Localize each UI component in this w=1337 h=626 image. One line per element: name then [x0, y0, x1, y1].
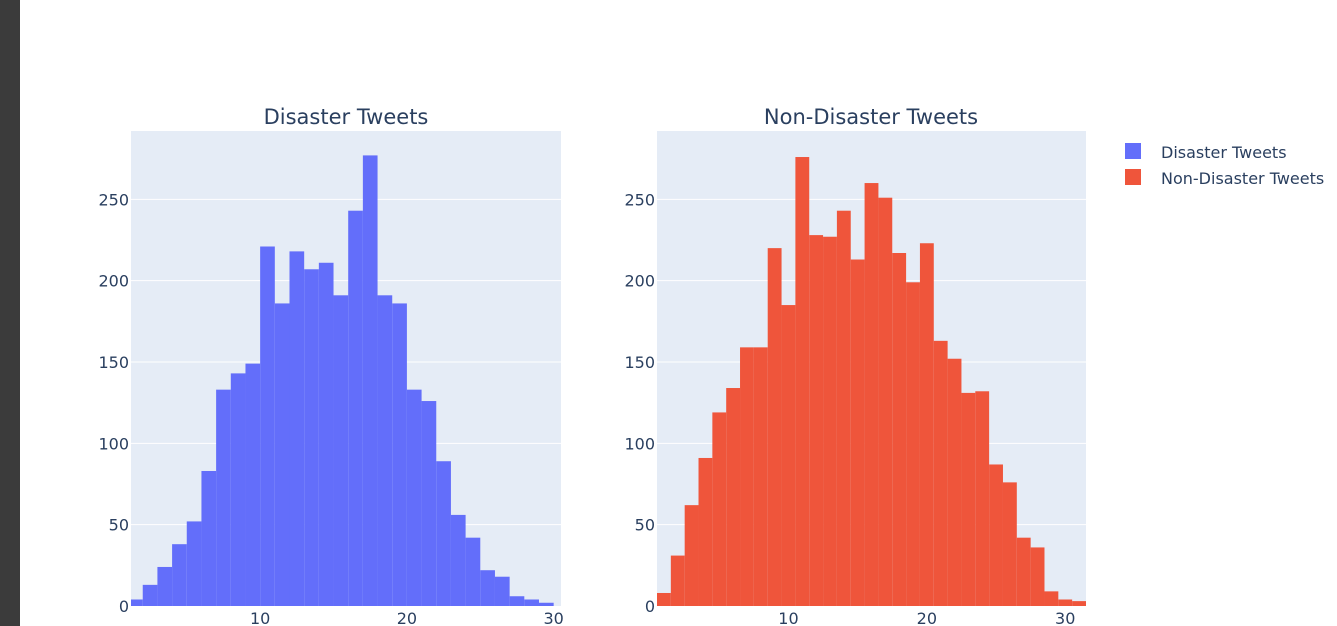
legend: Disaster Tweets Non-Disaster Tweets: [1125, 143, 1324, 188]
histogram-bar[interactable]: [362, 155, 378, 606]
histogram-bar[interactable]: [436, 461, 451, 606]
histogram-bar[interactable]: [186, 521, 202, 606]
legend-label-disaster: Disaster Tweets: [1161, 143, 1287, 162]
y-tick-label: 250: [98, 190, 129, 209]
histogram-bar[interactable]: [377, 295, 393, 606]
histogram-bar[interactable]: [216, 389, 231, 606]
histogram-bar[interactable]: [157, 566, 173, 606]
histogram-bar[interactable]: [1016, 537, 1031, 606]
y-tick-labels-non-disaster: 0 50 100 150 200 250: [624, 190, 655, 616]
histogram-bar[interactable]: [975, 391, 990, 606]
x-tick-label: 20: [917, 609, 937, 626]
histogram-bar[interactable]: [142, 584, 158, 606]
histogram-bar[interactable]: [850, 259, 865, 606]
histogram-bar[interactable]: [823, 236, 837, 606]
histogram-bar[interactable]: [740, 347, 754, 606]
y-tick-label: 100: [624, 434, 655, 453]
x-tick-label: 10: [778, 609, 798, 626]
histogram-bar[interactable]: [878, 197, 893, 607]
histogram-bar[interactable]: [230, 373, 246, 606]
histogram-bar[interactable]: [1002, 482, 1017, 606]
histogram-bar[interactable]: [392, 303, 407, 606]
histogram-bar[interactable]: [809, 235, 824, 606]
histogram-bar[interactable]: [274, 303, 290, 606]
y-tick-label: 0: [119, 597, 129, 616]
histogram-bar[interactable]: [480, 570, 495, 606]
histogram-bar[interactable]: [260, 246, 275, 606]
histogram-bar[interactable]: [906, 282, 920, 606]
histogram-bar[interactable]: [933, 340, 948, 606]
subplot-title-disaster: Disaster Tweets: [264, 105, 429, 129]
histogram-bar[interactable]: [767, 248, 782, 606]
histogram-bar[interactable]: [494, 576, 510, 606]
x-tick-labels-non-disaster: 10 20 30: [778, 609, 1075, 626]
histogram-bar[interactable]: [989, 464, 1003, 606]
bars-non-disaster: [657, 157, 1086, 607]
window-edge: [0, 0, 20, 626]
histogram-bar[interactable]: [201, 470, 217, 606]
x-tick-label: 30: [1055, 609, 1075, 626]
x-tick-label: 10: [250, 609, 270, 626]
bars-disaster: [131, 155, 554, 606]
histogram-bar[interactable]: [1072, 601, 1086, 606]
x-tick-label: 20: [397, 609, 417, 626]
subplot-disaster: 0 50 100 150 200 250 10 20 30 Disaster Tweets: [98, 105, 563, 626]
histogram-bar[interactable]: [726, 388, 741, 606]
histogram-bar[interactable]: [1058, 599, 1073, 606]
histogram-bar[interactable]: [781, 305, 796, 606]
legend-label-non-disaster: Non-Disaster Tweets: [1161, 169, 1324, 188]
legend-swatch-non-disaster: [1125, 169, 1141, 185]
y-tick-label: 250: [624, 190, 655, 209]
histogram-bar[interactable]: [289, 251, 305, 606]
x-tick-labels-disaster: 10 20 30: [250, 609, 564, 626]
histogram-bar[interactable]: [657, 592, 671, 606]
y-tick-label: 150: [98, 353, 129, 372]
histogram-bar[interactable]: [421, 401, 437, 606]
histogram-bar[interactable]: [245, 363, 261, 606]
histogram-bar[interactable]: [465, 537, 481, 606]
y-tick-labels-disaster: 0 50 100 150 200 250: [98, 190, 129, 616]
histogram-bar[interactable]: [348, 210, 363, 606]
legend-swatch-disaster: [1125, 143, 1141, 159]
y-tick-label: 100: [98, 434, 129, 453]
histogram-bar[interactable]: [1044, 591, 1059, 606]
histogram-bar[interactable]: [795, 157, 810, 606]
histogram-bar[interactable]: [864, 183, 879, 606]
histogram-bar[interactable]: [333, 295, 349, 606]
histogram-bar[interactable]: [919, 243, 934, 606]
histogram-bar[interactable]: [450, 514, 466, 606]
histogram-bar[interactable]: [172, 544, 187, 606]
histogram-bar[interactable]: [524, 599, 539, 606]
histogram-bar[interactable]: [836, 210, 851, 606]
histogram-bar[interactable]: [892, 253, 907, 606]
histogram-bar[interactable]: [318, 262, 334, 606]
histogram-bar[interactable]: [753, 347, 768, 606]
subplot-non-disaster: 0 50 100 150 200 250 10 20 30 Non-Disaster Twee…: [624, 105, 1086, 626]
histogram-bar[interactable]: [1030, 547, 1045, 606]
histogram-bar[interactable]: [684, 505, 699, 606]
histogram-bar[interactable]: [698, 457, 713, 606]
y-tick-label: 50: [109, 516, 129, 535]
histogram-bar[interactable]: [406, 389, 422, 606]
histogram-bar[interactable]: [961, 392, 976, 606]
histogram-bar[interactable]: [509, 596, 525, 606]
legend-item-disaster[interactable]: Disaster Tweets: [1125, 143, 1287, 162]
histogram-bar[interactable]: [947, 358, 962, 606]
histogram-bar[interactable]: [712, 412, 727, 606]
y-tick-label: 200: [624, 272, 655, 291]
y-tick-label: 200: [98, 272, 129, 291]
histogram-bar[interactable]: [131, 599, 143, 606]
y-tick-label: 50: [635, 516, 655, 535]
histogram-bar[interactable]: [304, 269, 319, 606]
y-tick-label: 150: [624, 353, 655, 372]
histogram-bar[interactable]: [670, 555, 685, 606]
y-tick-label: 0: [645, 597, 655, 616]
subplot-title-non-disaster: Non-Disaster Tweets: [764, 105, 978, 129]
histogram-bar[interactable]: [538, 602, 554, 606]
x-tick-label: 30: [543, 609, 563, 626]
legend-item-non-disaster[interactable]: Non-Disaster Tweets: [1125, 169, 1324, 188]
